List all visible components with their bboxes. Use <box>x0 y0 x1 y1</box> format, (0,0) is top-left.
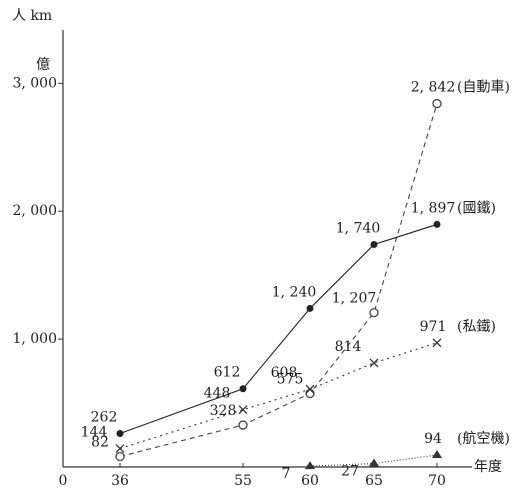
value-label: 262 <box>91 409 118 425</box>
series-line <box>119 342 438 450</box>
value-label: 1, 897 <box>411 200 456 216</box>
point <box>369 358 379 368</box>
value-label: 814 <box>335 339 362 355</box>
x-tick-label: 36 <box>111 473 129 489</box>
point <box>432 338 442 348</box>
y-tick-label: 3, 000 <box>12 75 57 91</box>
series-name: (航空機) <box>457 431 510 447</box>
point <box>369 308 379 318</box>
point <box>433 220 441 228</box>
x-tick-label: 65 <box>365 473 383 489</box>
value-label: 575 <box>277 371 304 387</box>
series-name: (國鐵) <box>457 199 496 216</box>
point <box>432 98 442 109</box>
series-line <box>309 454 438 467</box>
point <box>116 429 124 437</box>
value-label: 27 <box>341 464 359 480</box>
x-axis-label: 年度 <box>474 459 502 475</box>
value-label: 971 <box>420 319 447 335</box>
point <box>305 461 315 470</box>
x-tick-label: 55 <box>234 473 252 489</box>
value-label: 2, 842 <box>411 80 456 96</box>
point <box>239 385 247 393</box>
value-label: 448 <box>204 386 231 402</box>
point <box>115 444 125 454</box>
value-label: 1, 207 <box>332 291 377 307</box>
point <box>305 384 315 394</box>
y-unit-prefix: 億 <box>36 57 50 73</box>
value-label: 1, 740 <box>336 220 381 236</box>
series-line <box>119 223 438 435</box>
origin-label: 0 <box>59 473 68 489</box>
series-name: (私鐵) <box>457 318 496 335</box>
value-label: 94 <box>424 431 442 447</box>
value-label: 612 <box>214 365 241 381</box>
point <box>305 388 315 399</box>
series-name: (自動車) <box>457 79 510 96</box>
value-label: 7 <box>282 466 291 482</box>
x-tick-label: 70 <box>428 473 446 489</box>
point <box>370 240 378 248</box>
value-label: 608 <box>271 365 298 381</box>
point <box>238 420 248 430</box>
point <box>369 458 379 467</box>
point <box>238 405 248 415</box>
point <box>306 304 314 312</box>
x-tick-label: 60 <box>301 473 319 489</box>
y-tick-label: 2, 000 <box>12 203 57 219</box>
y-tick-label: 1, 000 <box>12 331 57 347</box>
value-label: 328 <box>210 403 237 419</box>
value-label: 144 <box>81 425 108 441</box>
point <box>432 449 442 458</box>
series-line <box>119 103 438 458</box>
value-label: 82 <box>91 435 109 451</box>
value-label: 1, 240 <box>272 284 317 300</box>
point <box>115 451 125 462</box>
y-unit-label: 人 km <box>12 8 52 24</box>
